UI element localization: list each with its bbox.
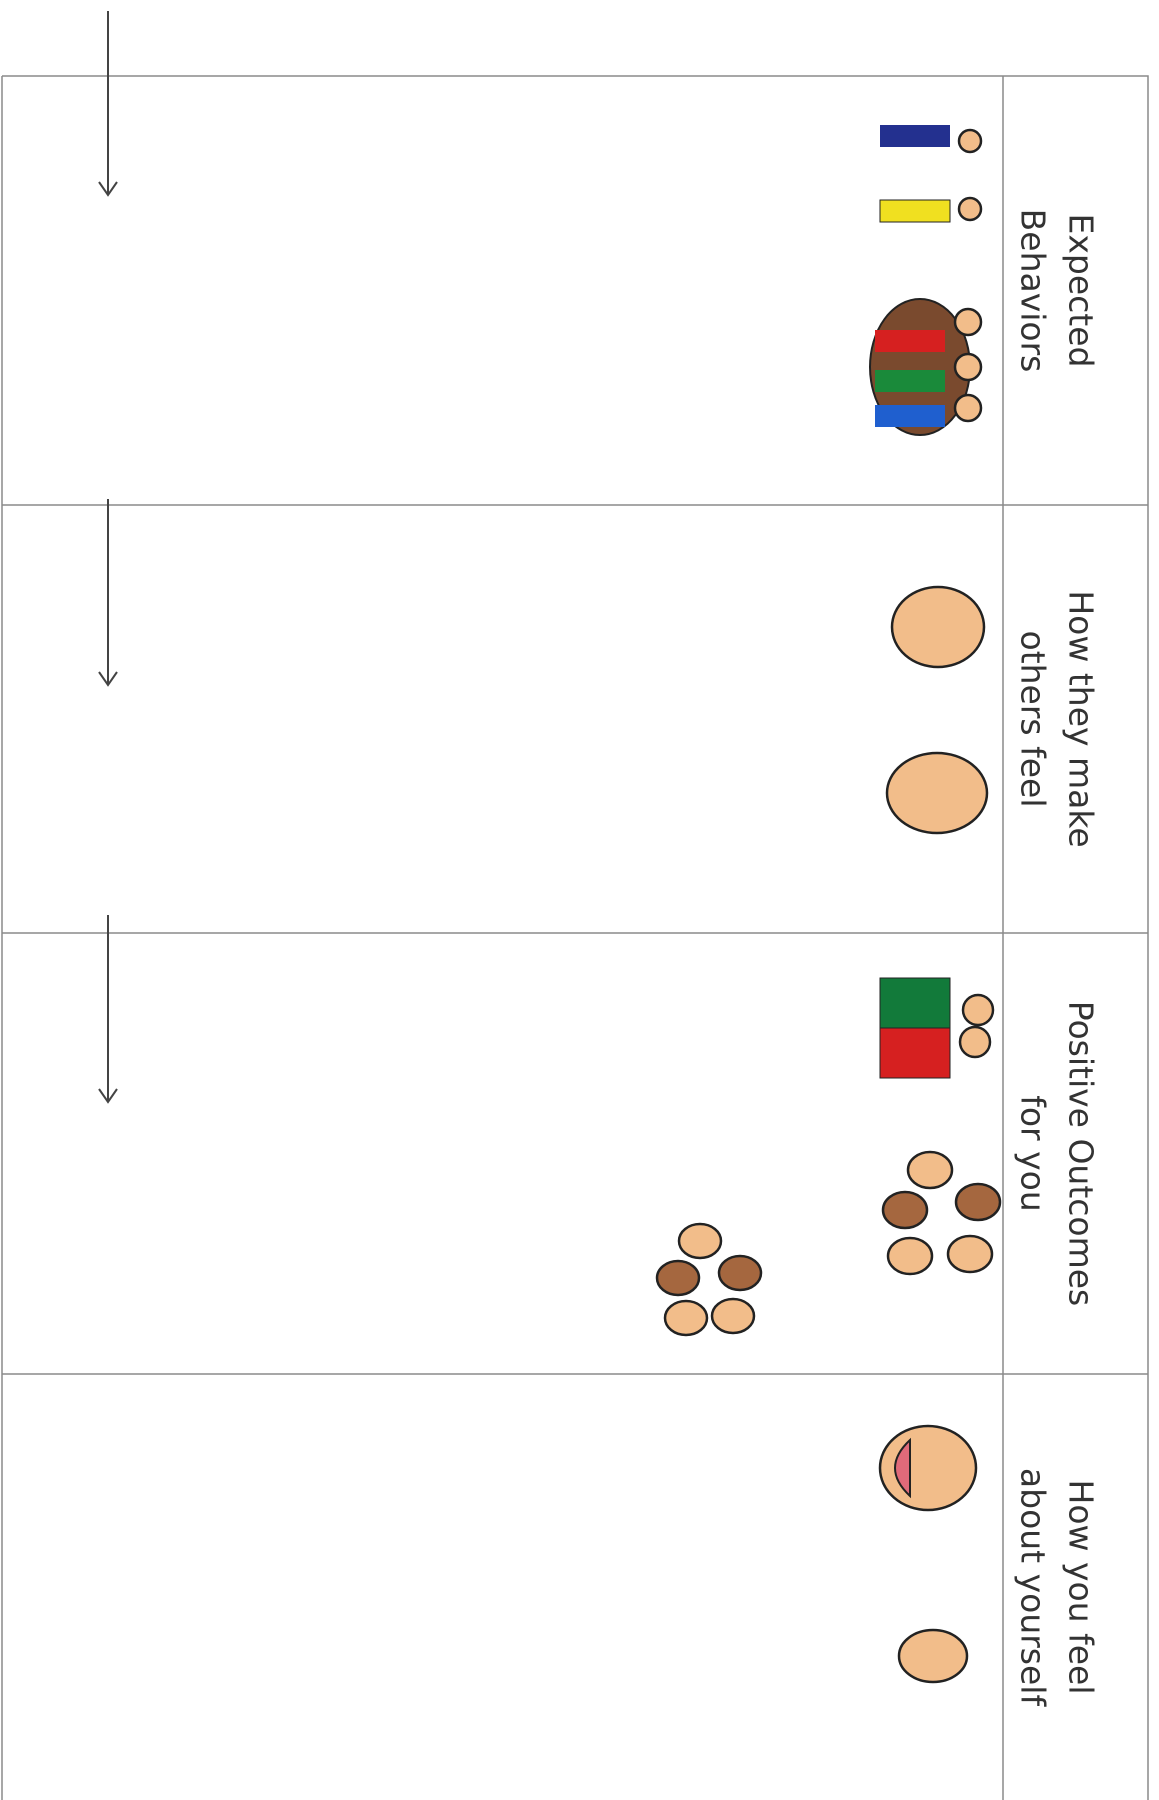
- section-label: How you feel: [1062, 1480, 1101, 1695]
- arrows: [98, 11, 118, 1104]
- section-label: How they make: [1062, 590, 1101, 847]
- section-label: about yourself: [1014, 1468, 1053, 1708]
- section-label: others feel: [1014, 631, 1053, 808]
- grid: [1, 75, 1149, 1800]
- icons: [655, 125, 1002, 1684]
- section-label: Expected: [1062, 214, 1101, 368]
- section-label: Positive Outcomes: [1062, 1001, 1101, 1307]
- section-label: Behaviors: [1014, 209, 1053, 373]
- section-label: for you: [1014, 1095, 1053, 1212]
